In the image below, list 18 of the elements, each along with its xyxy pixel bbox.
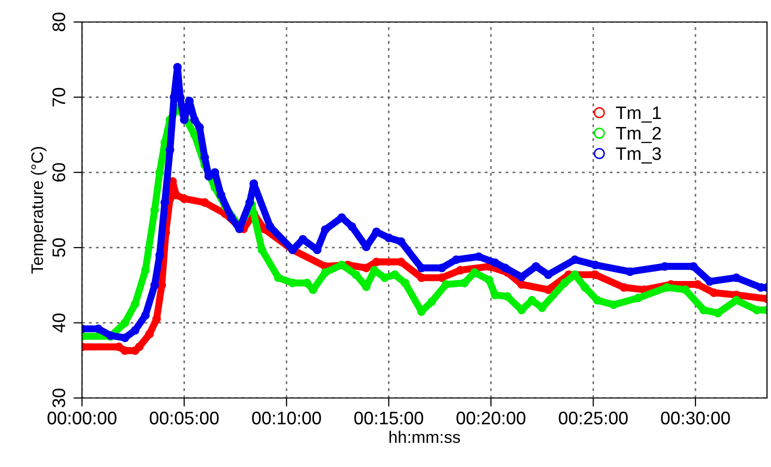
y-tick-label: 40 <box>52 313 66 332</box>
y-tick-label: 30 <box>52 388 66 408</box>
x-tick-label: 00:15:00 <box>354 412 424 424</box>
x-tick-label: 00:25:00 <box>558 412 628 424</box>
x-tick-label: 00:00:00 <box>48 412 116 424</box>
x-tick-label: 00:20:00 <box>456 412 526 424</box>
y-axis-title: Temperature (°C) <box>30 147 46 274</box>
legend-label: Tm_1 <box>616 106 661 123</box>
x-tick-label: 00:05:00 <box>150 412 219 424</box>
legend-label: Tm_3 <box>616 147 661 164</box>
y-tick-label: 70 <box>52 88 66 106</box>
legend-label: Tm_2 <box>616 126 661 144</box>
y-tick-label: 80 <box>52 12 66 32</box>
x-tick-label: 00:30:00 <box>661 412 730 424</box>
y-tick-label: 50 <box>52 238 66 257</box>
x-tick-label: 00:10:00 <box>252 412 321 424</box>
x-axis-title: hh:mm:ss <box>390 430 460 444</box>
y-tick-label: 60 <box>52 163 66 182</box>
